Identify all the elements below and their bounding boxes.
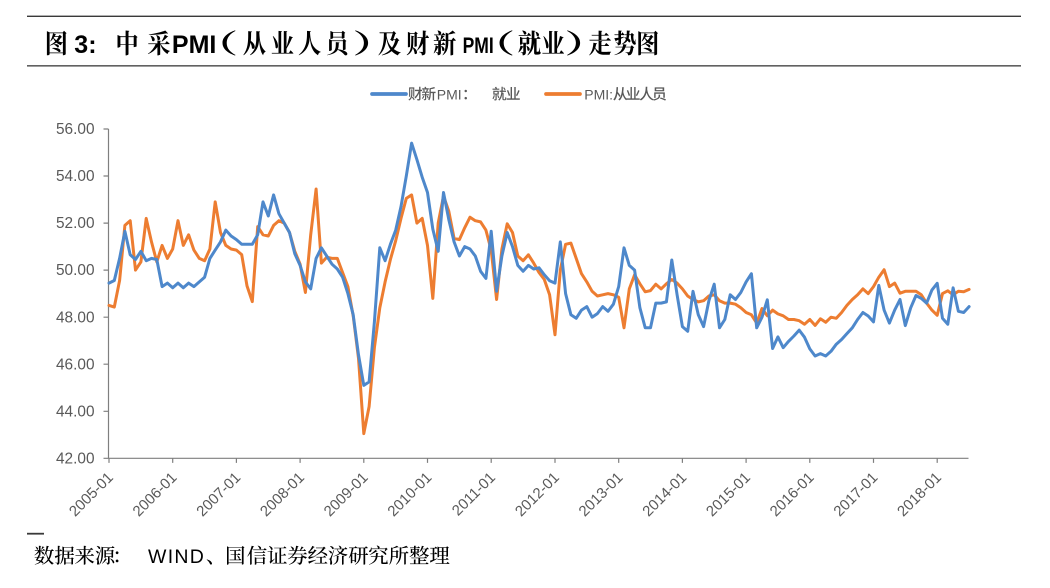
svg-text:3:: 3: <box>74 31 96 59</box>
svg-text:50.00: 50.00 <box>56 262 95 279</box>
svg-text:PMI: PMI <box>172 31 216 59</box>
svg-text:46.00: 46.00 <box>56 356 95 373</box>
svg-text:52.00: 52.00 <box>56 215 95 232</box>
svg-text:56.00: 56.00 <box>56 121 95 138</box>
svg-text:44.00: 44.00 <box>56 403 95 420</box>
svg-text:PMI:: PMI: <box>584 86 613 102</box>
svg-text:WIND: WIND <box>148 546 205 568</box>
svg-text:48.00: 48.00 <box>56 309 95 326</box>
svg-text:PMI: PMI <box>463 34 494 58</box>
svg-text:PMI: PMI <box>437 86 462 102</box>
svg-text:42.00: 42.00 <box>56 450 95 467</box>
svg-text:54.00: 54.00 <box>56 168 95 185</box>
